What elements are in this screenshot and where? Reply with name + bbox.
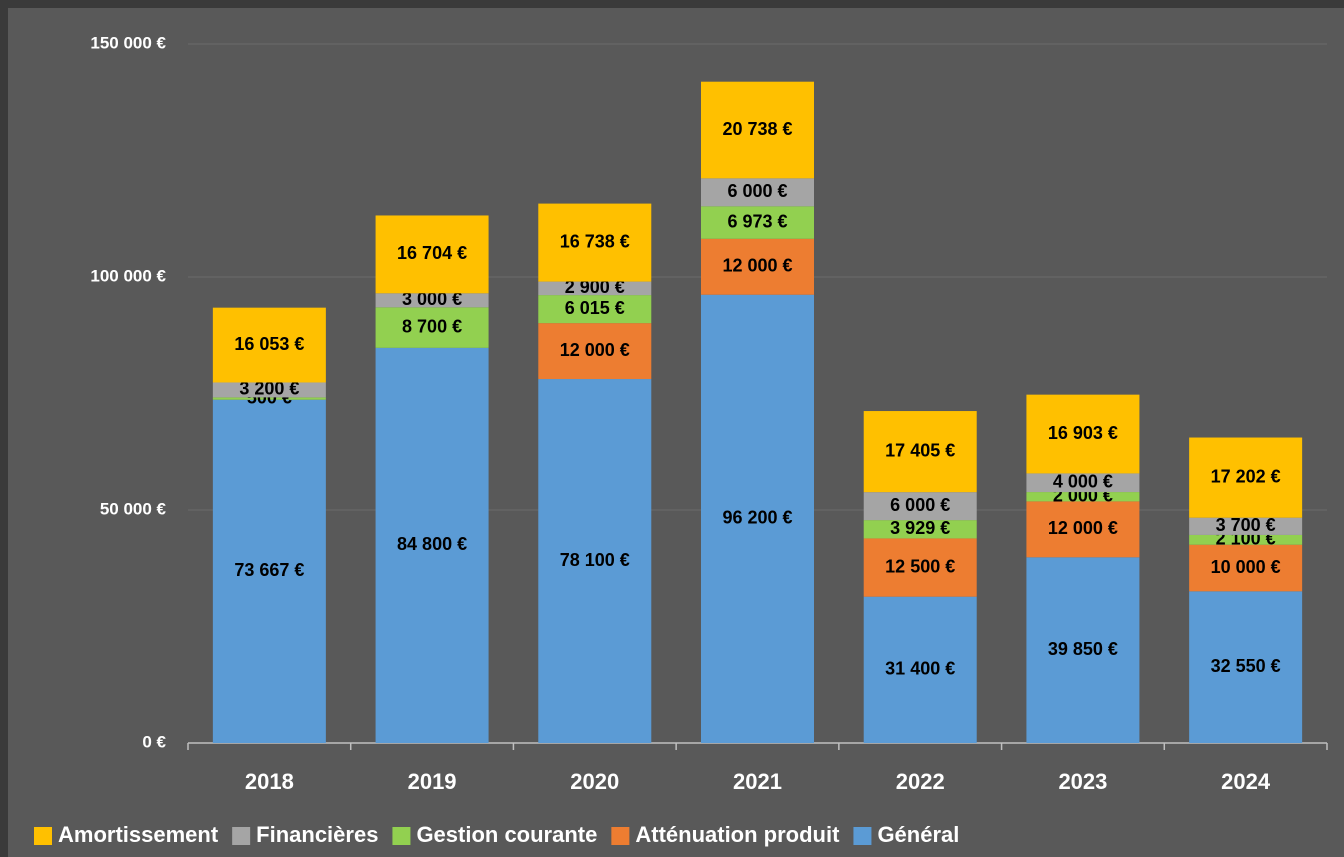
data-label: 3 929 € [890,518,950,538]
x-tick-label: 2018 [245,769,294,794]
bar-segment [1026,557,1140,743]
bar-segment [1026,501,1140,558]
legend-label: Amortissement [58,822,219,847]
bar-segment [701,206,814,239]
bar-segment [1026,394,1140,474]
data-label: 12 500 € [885,556,955,576]
data-label: 16 053 € [234,334,304,354]
bar-segment [375,215,489,294]
bar-segment [538,281,652,296]
data-label: 3 200 € [239,379,299,399]
legend-swatch [232,827,251,845]
data-label: 12 000 € [560,340,630,360]
bar-segment [1026,473,1140,493]
data-label: 16 738 € [560,231,630,251]
bar-segment [1189,517,1303,535]
data-label: 6 000 € [727,181,787,201]
bar-segment [863,596,977,743]
bar-segment [538,379,652,743]
data-label: 39 850 € [1048,639,1118,659]
y-tick-label: 100 000 € [90,266,166,285]
data-label: 20 738 € [722,119,792,139]
data-label: 17 202 € [1211,466,1281,486]
data-label: 73 667 € [234,560,304,580]
bar-segment [863,411,977,493]
legend-label: Atténuation produit [635,822,840,847]
bar-segment [1189,437,1303,518]
data-label: 10 000 € [1211,557,1281,577]
bar-segment [375,293,489,308]
bar-segment [701,294,814,743]
data-label: 96 200 € [722,508,792,528]
bar-segment [212,307,326,383]
x-tick-label: 2024 [1221,769,1271,794]
bar-segment [212,397,326,400]
data-label: 31 400 € [885,659,955,679]
legend-label: Financières [256,822,378,847]
data-label: 2 900 € [565,277,625,297]
chart-background [8,8,1344,857]
legend-swatch [853,827,872,845]
bar-segment [701,178,814,207]
bar-segment [1189,544,1303,592]
data-label: 16 704 € [397,243,467,263]
data-label: 17 405 € [885,440,955,460]
legend-label: Gestion courante [416,822,597,847]
bar-segment [701,81,814,179]
legend-swatch [392,827,411,845]
bar-segment [212,382,326,398]
y-tick-label: 0 € [142,732,166,751]
y-tick-label: 50 000 € [100,499,167,518]
y-tick-label: 150 000 € [90,33,166,52]
bar-segment [212,399,326,743]
bar-segment [1189,534,1303,545]
data-label: 78 100 € [560,550,630,570]
bar-segment [538,203,652,282]
bar-segment [863,538,977,597]
legend-swatch [611,827,630,845]
x-tick-label: 2023 [1058,769,1107,794]
bar-segment [1189,591,1303,743]
legend-label: Général [877,822,959,847]
x-tick-label: 2019 [408,769,457,794]
bar-segment [538,295,652,324]
data-label: 6 973 € [727,211,787,231]
data-label: 84 800 € [397,534,467,554]
data-label: 6 000 € [890,495,950,515]
bar-segment [863,520,977,539]
bar-segment [863,492,977,521]
data-label: 4 000 € [1053,471,1113,491]
bar-segment [538,323,652,380]
bar-segment [375,347,489,743]
x-tick-label: 2022 [896,769,945,794]
bar-segment [701,238,814,295]
data-label: 6 015 € [565,298,625,318]
data-label: 12 000 € [722,255,792,275]
data-label: 3 000 € [402,289,462,309]
data-label: 32 550 € [1211,656,1281,676]
legend-swatch [34,827,52,845]
data-label: 16 903 € [1048,423,1118,443]
bar-segment [1026,492,1140,502]
x-tick-label: 2020 [570,769,619,794]
x-tick-label: 2021 [733,769,782,794]
data-label: 12 000 € [1048,518,1118,538]
data-label: 3 700 € [1216,515,1276,535]
bar-segment [375,307,489,348]
data-label: 8 700 € [402,316,462,336]
